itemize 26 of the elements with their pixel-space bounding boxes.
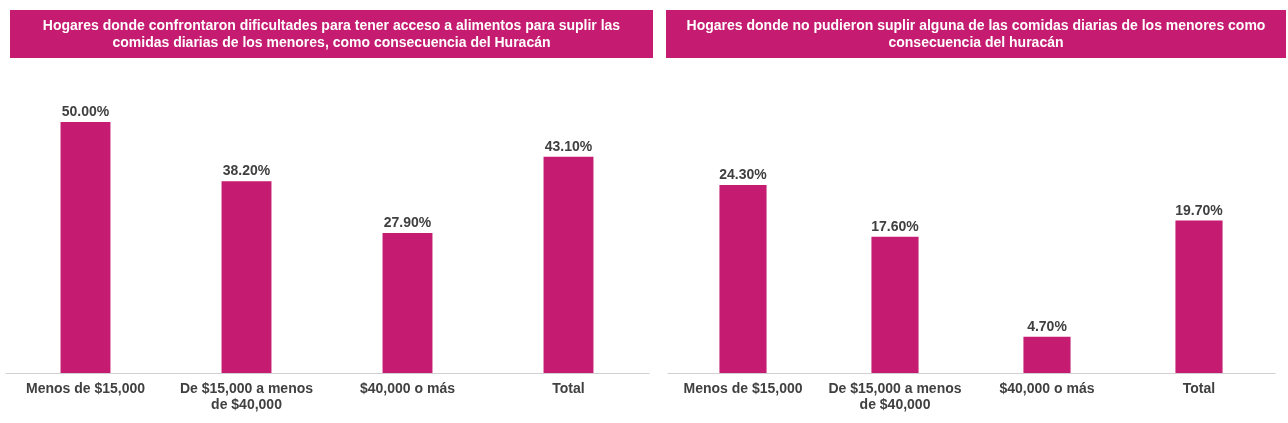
data-label: 4.70% (1027, 317, 1068, 334)
data-label: 27.90% (383, 213, 432, 230)
x-tick-label: De $15,000 a menos de $40,000 (828, 379, 962, 412)
x-tick-label: Total (1182, 379, 1216, 396)
bar (1175, 220, 1223, 373)
bar (60, 122, 111, 373)
bar (871, 236, 919, 373)
chart-title: Hogares donde confrontaron dificultades para tener acceso a alimentos para suplir las comidas diarias de los menores, como consecuencia del Huracán (10, 10, 653, 58)
data-label: 38.20% (222, 162, 271, 179)
chart-title: Hogares donde no pudieron suplir alguna de las comidas diarias de los menores como consecuencia del huracán (666, 10, 1286, 58)
x-tick-label: Total (552, 379, 585, 396)
x-tick-label: Menos de $15,000 (25, 379, 146, 396)
x-tick-label: $40,000 o más (999, 379, 1095, 396)
data-label: 17.60% (871, 217, 920, 234)
bar (543, 156, 594, 373)
data-label: 24.30% (719, 166, 768, 182)
data-label: 43.10% (544, 137, 593, 154)
data-label: 19.70% (1175, 201, 1224, 218)
bar (382, 232, 433, 373)
x-tick-label: $40,000 o más (360, 379, 456, 396)
data-label: 50.00% (61, 103, 110, 119)
bar (1023, 336, 1071, 373)
bar (221, 181, 272, 373)
x-tick-label: De $15,000 a menos de $40,000 (179, 379, 314, 412)
x-tick-label: Menos de $15,000 (683, 379, 803, 396)
bar (719, 185, 767, 373)
